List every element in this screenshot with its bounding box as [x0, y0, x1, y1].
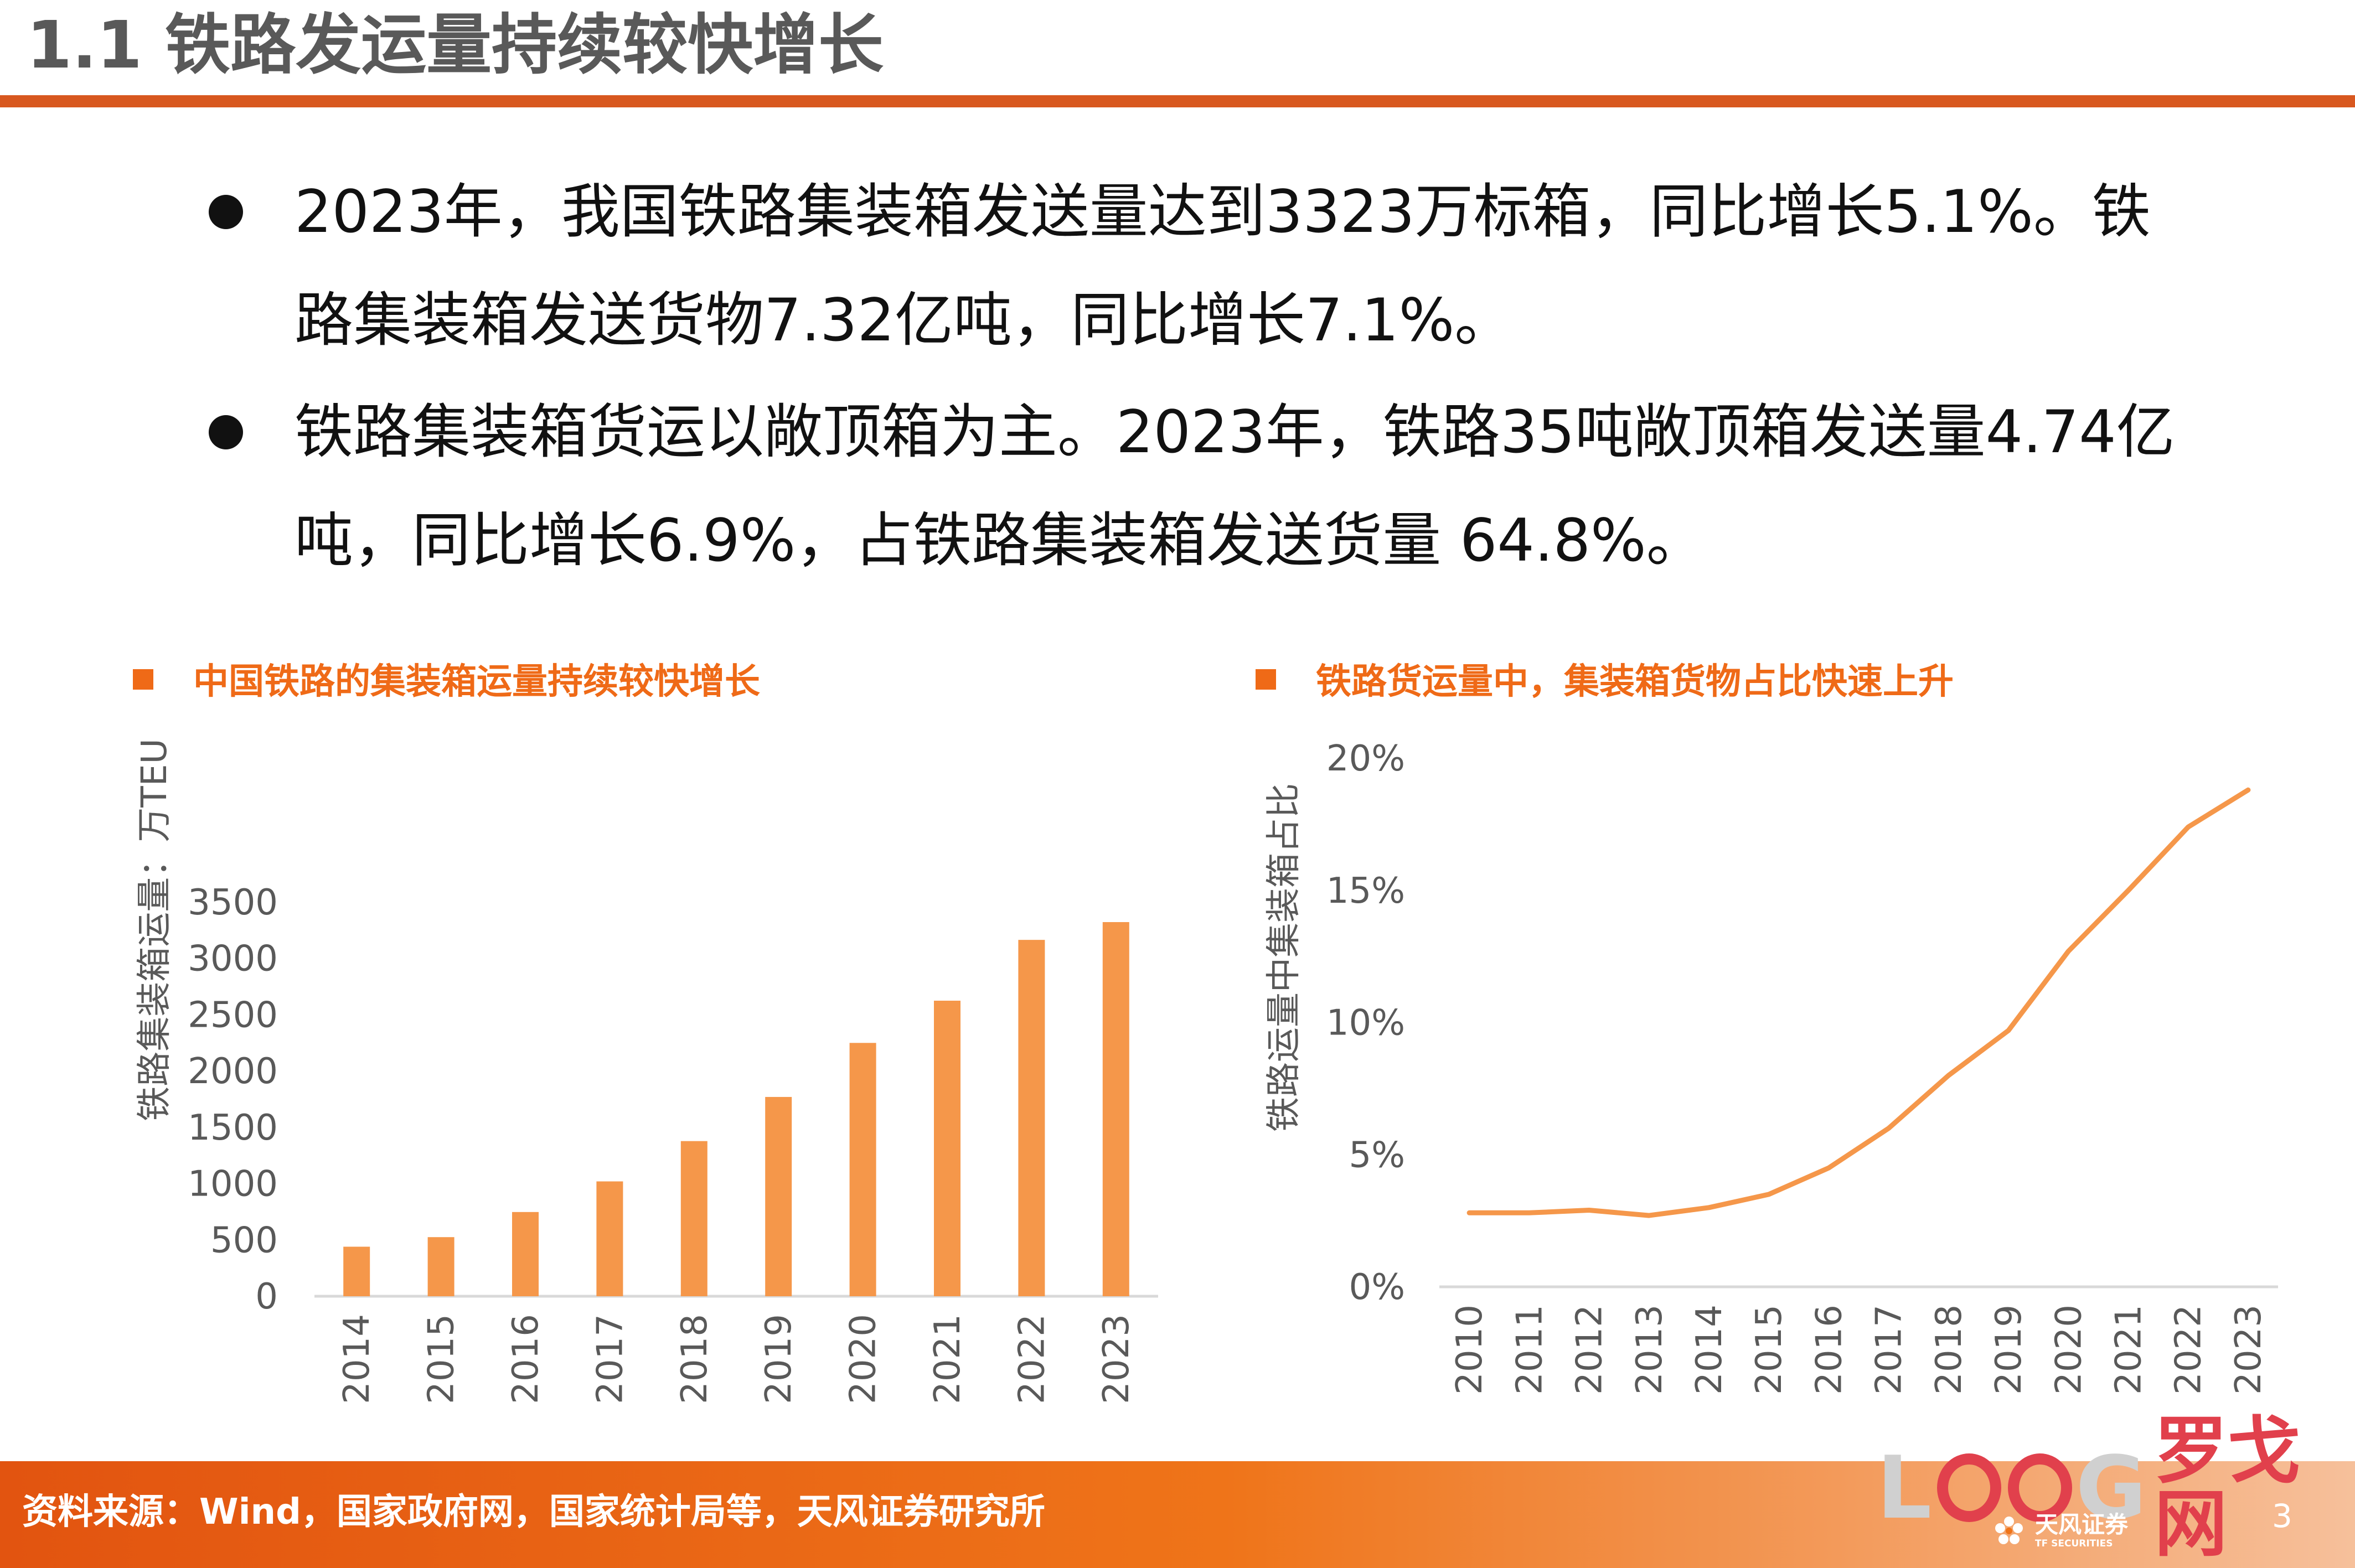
line-chart-title: 铁路货运量中，集装箱货物占比快速上升 [1256, 664, 1954, 700]
line-chart-x-tick-label: 2020 [2048, 1305, 2089, 1395]
bar [343, 1246, 370, 1296]
bar-chart-x-tick-label: 2019 [758, 1314, 799, 1404]
bar-chart-bars [343, 922, 1129, 1296]
line-chart-x-tick-label: 2014 [1689, 1305, 1730, 1395]
page-title: 1.1 铁路发运量持续较快增长 [27, 7, 884, 83]
brand-name: 天风证券 [2035, 1510, 2129, 1538]
bar-chart-y-tick-label: 1000 [188, 1164, 278, 1205]
page-number: 3 [2272, 1497, 2292, 1535]
watermark-letter: L [1877, 1437, 1934, 1538]
bar-chart-x-tick-label: 2020 [843, 1314, 884, 1404]
bar [1102, 922, 1129, 1296]
line-series-path [1466, 787, 2251, 1218]
watermark-letter: G [2075, 1437, 2149, 1538]
bar [596, 1181, 623, 1296]
bar [427, 1237, 455, 1296]
bar-chart-x-ticks: 2014 2015 2016 2017 2018 2019 2020 2021 2022 2023 [337, 1314, 1137, 1404]
bar-chart-x-tick-label: 2014 [337, 1314, 378, 1404]
square-bullet-icon [1256, 669, 1276, 690]
line-chart-y-axis-label: 铁路运量中集装箱占比 [1263, 783, 1304, 1132]
bar-chart-y-axis-label: 铁路集装箱运量：万TEU [134, 738, 174, 1121]
line-chart: 铁路运量中集装箱占比 0%5%10%15%20% 2010 2011 2012 201… [1263, 738, 2278, 1395]
title-underline [0, 95, 2355, 107]
line-chart-x-ticks: 2010 2011 2012 2013 2014 2015 2016 2017 2018 2019… [1449, 1305, 2269, 1395]
line-chart-x-tick-label: 2022 [2168, 1305, 2209, 1395]
bar-chart-y-tick-label: 1500 [188, 1108, 278, 1148]
bar-chart: 铁路集装箱运量：万TEU 0 500 1000 1500 2000 2500 3000 350… [134, 738, 1158, 1404]
ring-icon [1937, 1453, 2002, 1522]
line-chart-y-tick-label: 15% [1326, 871, 1405, 912]
line-chart-title-text: 铁路货运量中，集装箱货物占比快速上升 [1316, 661, 1954, 702]
line-chart-y-tick-label: 20% [1326, 738, 1405, 779]
line-chart-x-tick-label: 2010 [1449, 1305, 1490, 1395]
bar [1018, 940, 1045, 1296]
bar-chart-y-tick-label: 2000 [188, 1051, 278, 1092]
bar [849, 1043, 876, 1296]
line-chart-y-ticks: 0% 5% 10% 15% 20% [1326, 738, 1405, 1308]
bar-chart-y-tick-label: 2500 [188, 995, 278, 1036]
brand-subname: TF SECURITIES [2035, 1538, 2113, 1549]
bullet-dot-icon [206, 378, 246, 487]
line-chart-x-tick-label: 2018 [1929, 1305, 1970, 1395]
bar-chart-y-tick-label: 500 [210, 1220, 278, 1261]
line-chart-y-tick-label: 5% [1349, 1135, 1405, 1176]
bullet-item: 2023年，我国铁路集装箱发送量达到3323万标箱，同比增长5.1%。铁 路集装… [209, 158, 2259, 375]
bar [512, 1212, 539, 1296]
line-chart-y-tick-label: 10% [1326, 1003, 1405, 1044]
watermark-text: 罗戈网 [2154, 1409, 2301, 1567]
line-chart-x-tick-label: 2012 [1569, 1305, 1610, 1395]
square-bullet-icon [133, 669, 153, 690]
bullet-text: 2023年，我国铁路集装箱发送量达到3323万标箱，同比增长5.1%。铁 路集装… [295, 178, 2151, 354]
bar-chart-x-tick-label: 2021 [927, 1314, 968, 1404]
bar-chart-x-tick-label: 2022 [1011, 1314, 1052, 1404]
bar-chart-y-tick-label: 3500 [188, 882, 278, 923]
line-chart-x-tick-label: 2019 [1989, 1305, 2029, 1395]
bullet-item: 铁路集装箱货运以敞顶箱为主。2023年，铁路35吨敞顶箱发送量4.74亿 吨，同… [209, 378, 2259, 595]
source-note: 资料来源：Wind，国家政府网，国家统计局等，天风证券研究所 [22, 1492, 1045, 1533]
line-chart-series [1466, 787, 2251, 1218]
bar-chart-x-tick-label: 2017 [590, 1314, 631, 1404]
line-chart-x-tick-label: 2023 [2228, 1305, 2269, 1395]
bar [934, 1001, 960, 1296]
bar-chart-y-tick-label: 0 [255, 1276, 278, 1317]
bar-chart-y-tick-label: 3000 [188, 939, 278, 980]
brand-logo: 天风证券 TF SECURITIES [1993, 1505, 2128, 1556]
line-chart-y-tick-label: 0% [1349, 1267, 1405, 1308]
bar-chart-x-tick-label: 2023 [1096, 1314, 1137, 1404]
bullet-text: 铁路集装箱货运以敞顶箱为主。2023年，铁路35吨敞顶箱发送量4.74亿 吨，同… [295, 398, 2175, 575]
bar [765, 1096, 792, 1296]
bar [680, 1141, 707, 1296]
line-chart-x-tick-label: 2011 [1509, 1305, 1550, 1395]
line-chart-x-tick-label: 2015 [1749, 1305, 1790, 1395]
bar-chart-y-ticks: 0 500 1000 1500 2000 2500 3000 3500 [188, 882, 278, 1317]
bullet-dot-icon [206, 158, 246, 266]
bar-chart-x-tick-label: 2016 [505, 1314, 546, 1404]
line-chart-x-tick-label: 2016 [1809, 1305, 1850, 1395]
bar-chart-x-tick-label: 2018 [674, 1314, 715, 1404]
bar-chart-title: 中国铁路的集装箱运量持续较快增长 [133, 664, 760, 700]
line-chart-x-tick-label: 2013 [1629, 1305, 1670, 1395]
flower-icon [1995, 1517, 2023, 1544]
bar-chart-x-tick-label: 2015 [421, 1314, 462, 1404]
line-chart-x-tick-label: 2021 [2108, 1305, 2149, 1395]
line-chart-x-tick-label: 2017 [1869, 1305, 1910, 1395]
watermark-logo: L G 罗戈网 [1877, 1415, 2353, 1561]
bar-chart-title-text: 中国铁路的集装箱运量持续较快增长 [193, 661, 760, 702]
